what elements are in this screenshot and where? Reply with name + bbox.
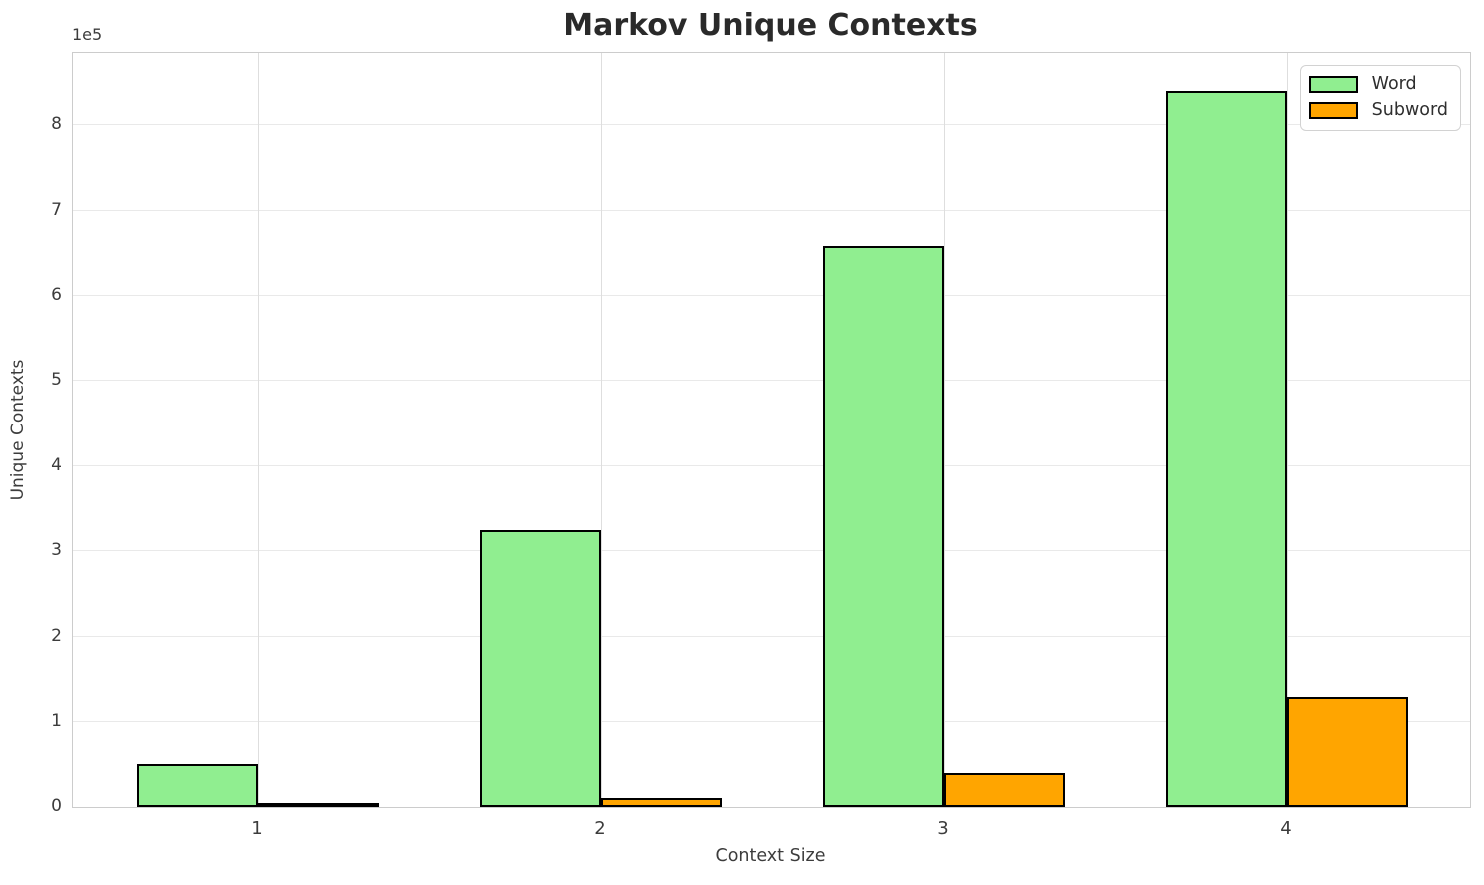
x-tick-label: 4 xyxy=(1280,818,1292,839)
y-tick-label: 8 xyxy=(51,114,62,135)
v-gridline xyxy=(601,53,602,807)
v-gridline xyxy=(1287,53,1288,807)
h-gridline xyxy=(73,380,1470,382)
y-tick-label: 4 xyxy=(51,455,62,476)
bar-word-4 xyxy=(1166,91,1287,807)
x-tick-label: 3 xyxy=(937,818,949,839)
y-tick-label: 6 xyxy=(51,284,62,305)
h-gridline xyxy=(73,124,1470,126)
v-gridline xyxy=(944,53,945,807)
y-axis-offset-label: 1e5 xyxy=(72,25,103,44)
bar-subword-2 xyxy=(601,798,722,807)
plot-area: Word Subword xyxy=(72,52,1471,808)
bar-word-1 xyxy=(137,764,258,807)
x-axis-label: Context Size xyxy=(715,846,826,866)
subword-swatch-icon xyxy=(1308,102,1358,120)
v-gridline xyxy=(258,53,259,807)
h-gridline xyxy=(73,720,1470,722)
x-tick-label: 1 xyxy=(251,818,263,839)
y-tick-label: 0 xyxy=(51,796,62,816)
y-tick-label: 5 xyxy=(51,370,62,390)
h-gridline xyxy=(73,465,1470,467)
y-tick-label: 2 xyxy=(51,625,62,646)
chart-title: Markov Unique Contexts xyxy=(563,8,978,43)
bar-subword-1 xyxy=(258,803,379,807)
legend-label-word: Word xyxy=(1371,74,1417,94)
h-gridline xyxy=(73,635,1470,637)
bar-subword-3 xyxy=(944,772,1065,807)
y-tick-label: 1 xyxy=(51,710,62,731)
bar-word-2 xyxy=(480,530,601,807)
legend-item-subword: Subword xyxy=(1308,100,1448,121)
legend: Word Subword xyxy=(1299,65,1461,131)
word-swatch-icon xyxy=(1308,76,1358,94)
legend-item-word: Word xyxy=(1308,74,1448,94)
h-gridline xyxy=(73,209,1470,211)
x-tick-label: 2 xyxy=(594,818,606,839)
bar-subword-4 xyxy=(1287,697,1408,807)
h-gridline xyxy=(73,550,1470,552)
bar-word-3 xyxy=(823,246,944,807)
y-tick-label: 3 xyxy=(51,540,62,561)
h-gridline xyxy=(73,294,1470,296)
legend-label-subword: Subword xyxy=(1371,100,1448,121)
y-tick-label: 7 xyxy=(51,199,62,220)
